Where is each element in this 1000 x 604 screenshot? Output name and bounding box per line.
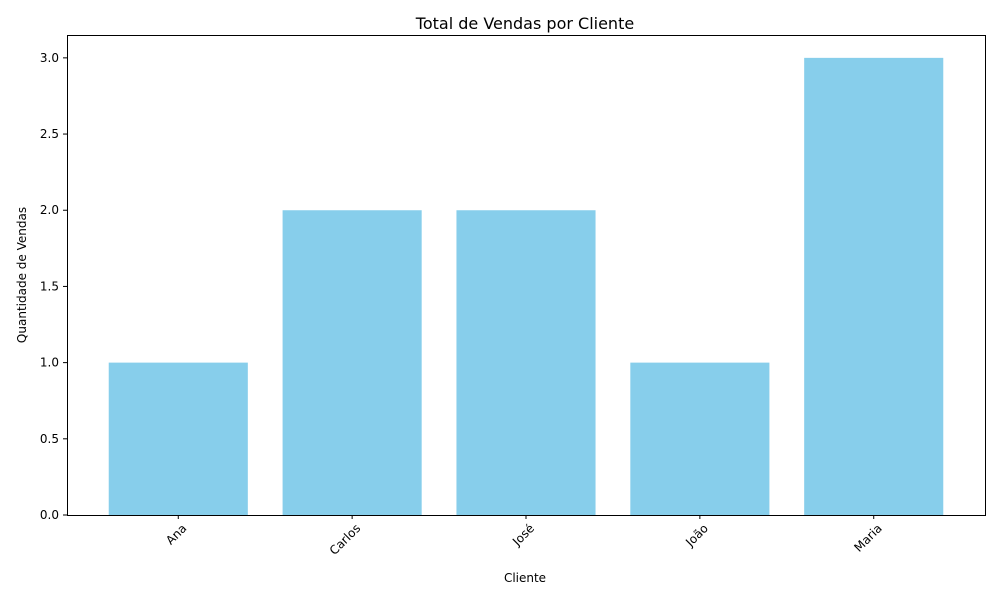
- y-tick-label: 0.5: [40, 432, 59, 446]
- y-tick-label: 2.0: [40, 203, 59, 217]
- x-tick-label: José: [509, 521, 537, 549]
- y-tick-label: 0.0: [40, 508, 59, 522]
- bar-maria: [804, 57, 944, 515]
- y-tick-label: 2.5: [40, 127, 59, 141]
- y-tick-label: 1.5: [40, 279, 59, 293]
- chart-title: Total de Vendas por Cliente: [415, 14, 634, 33]
- x-tick-label: Carlos: [327, 521, 363, 557]
- x-tick-label: Maria: [851, 521, 884, 554]
- bars-layer: [108, 57, 944, 515]
- x-tick-label: João: [682, 521, 711, 550]
- x-axis-label: Cliente: [504, 571, 546, 585]
- bar-ana: [108, 362, 248, 515]
- bar-carlos: [282, 210, 422, 515]
- x-ticks: Ana Carlos José João Maria: [163, 515, 885, 558]
- bar-joão: [630, 362, 770, 515]
- bar-josé: [456, 210, 596, 515]
- y-tick-label: 3.0: [40, 51, 59, 65]
- y-ticks: 0.0 0.5 1.0 1.5 2.0 2.5 3.0: [40, 51, 67, 522]
- y-axis-label: Quantidade de Vendas: [15, 207, 29, 343]
- y-tick-label: 1.0: [40, 356, 59, 370]
- x-tick-label: Ana: [163, 521, 189, 547]
